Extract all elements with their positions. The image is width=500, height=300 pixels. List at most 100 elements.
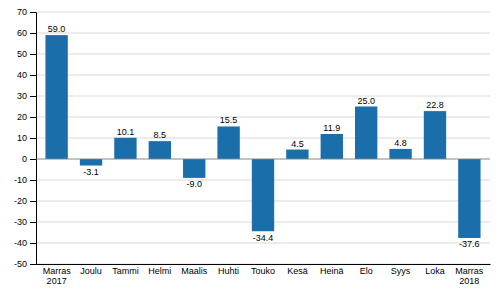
y-tick: 40 xyxy=(17,70,36,80)
data-label: 15.5 xyxy=(220,115,238,125)
y-tick-label: 0 xyxy=(22,154,27,164)
y-tick-label: 60 xyxy=(17,28,27,38)
y-tick-mark xyxy=(30,33,36,34)
grid-line xyxy=(36,33,490,34)
x-tick: Heinä xyxy=(320,264,344,276)
x-tick-label-line: Marras xyxy=(43,266,72,276)
y-tick: 0 xyxy=(22,154,36,164)
bar xyxy=(45,35,67,159)
x-tick-label: Syys xyxy=(391,266,411,276)
bar xyxy=(114,138,136,159)
x-tick-label-line: Maalis xyxy=(181,266,208,276)
bar xyxy=(458,159,480,238)
x-tick-label-line: Touko xyxy=(251,266,275,276)
data-label: 11.9 xyxy=(323,123,340,133)
y-tick: 60 xyxy=(17,28,36,38)
x-tick-label-line: Marras xyxy=(455,266,484,276)
y-tick-label: 20 xyxy=(17,112,27,122)
y-tick-mark xyxy=(30,138,36,139)
x-tick-label: Touko xyxy=(251,266,275,276)
y-tick-mark xyxy=(30,222,36,223)
x-tick-label-line: Elo xyxy=(360,266,373,276)
x-axis-line xyxy=(37,264,491,265)
x-tick-label-line: Joulu xyxy=(80,266,102,276)
y-tick: -50 xyxy=(14,259,36,269)
y-tick-label: -30 xyxy=(14,217,27,227)
x-tick-label-line: Tammi xyxy=(112,266,139,276)
x-tick: Syys xyxy=(391,264,411,276)
y-tick-label: 70 xyxy=(17,7,27,17)
x-tick: Marras2018 xyxy=(455,264,484,286)
y-tick-label: -10 xyxy=(14,175,27,185)
x-tick-label: Elo xyxy=(360,266,373,276)
grid-line xyxy=(36,138,490,139)
x-tick-label-line: Syys xyxy=(391,266,411,276)
x-tick: Tammi xyxy=(112,264,139,276)
bar xyxy=(424,111,446,159)
bar xyxy=(217,126,239,159)
grid-line xyxy=(36,117,490,118)
data-label: -37.6 xyxy=(459,239,480,249)
y-tick: -20 xyxy=(14,196,36,206)
x-tick: Maalis xyxy=(181,264,208,276)
grid-line xyxy=(36,264,490,265)
y-tick: -10 xyxy=(14,175,36,185)
y-tick-mark xyxy=(30,12,36,13)
grid-line xyxy=(36,96,490,97)
y-axis-line xyxy=(30,13,37,265)
y-tick-mark xyxy=(30,201,36,202)
data-label: 4.8 xyxy=(394,138,407,148)
x-tick: Huhti xyxy=(218,264,239,276)
bar xyxy=(183,159,205,178)
x-tick: Helmi xyxy=(148,264,171,276)
x-tick-label: Marras2018 xyxy=(455,266,484,286)
bar xyxy=(286,150,308,159)
data-label: 22.8 xyxy=(426,100,444,110)
y-tick-label: 50 xyxy=(17,49,27,59)
x-tick-label-line: 2017 xyxy=(47,276,67,286)
x-tick: Marras2017 xyxy=(43,264,72,286)
grid-line xyxy=(36,12,490,13)
y-tick-label: 40 xyxy=(17,70,27,80)
y-tick-label: -50 xyxy=(14,259,27,269)
chart: -50-40-30-20-10010203040506070Marras2017… xyxy=(0,0,500,300)
y-tick: 10 xyxy=(17,133,36,143)
x-tick-label-line: Helmi xyxy=(148,266,171,276)
zero-line xyxy=(36,159,490,160)
x-tick-label-line: Kesä xyxy=(287,266,308,276)
y-tick: 70 xyxy=(17,7,36,17)
data-label: -34.4 xyxy=(253,233,274,243)
data-label: -3.1 xyxy=(83,167,99,177)
data-label: 10.1 xyxy=(117,127,135,137)
x-tick-label: Marras2017 xyxy=(43,266,72,286)
bar xyxy=(355,107,377,160)
x-tick-label: Heinä xyxy=(320,266,344,276)
grid-line xyxy=(36,159,490,160)
x-tick: Loka xyxy=(425,264,445,276)
bars xyxy=(45,35,480,238)
y-tick-label: -40 xyxy=(14,238,27,248)
y-tick-mark xyxy=(30,264,36,265)
x-tick-label-line: Loka xyxy=(425,266,445,276)
x-tick-label: Loka xyxy=(425,266,445,276)
y-tick-mark xyxy=(30,159,36,160)
data-label: 25.0 xyxy=(357,96,375,106)
x-tick: Touko xyxy=(251,264,275,276)
x-tick: Elo xyxy=(360,264,373,276)
y-tick-mark xyxy=(30,243,36,244)
y-tick: 20 xyxy=(17,112,36,122)
y-tick: -40 xyxy=(14,238,36,248)
grid-line xyxy=(36,75,490,76)
x-tick: Kesä xyxy=(287,264,308,276)
x-tick-label: Huhti xyxy=(218,266,239,276)
bar xyxy=(252,159,274,231)
data-label: 8.5 xyxy=(154,130,167,140)
grid xyxy=(36,12,490,264)
bar xyxy=(389,149,411,159)
x-tick: Joulu xyxy=(80,264,102,276)
y-tick-mark xyxy=(30,180,36,181)
bar xyxy=(321,134,343,159)
x-tick-label-line: 2018 xyxy=(459,276,479,286)
y-tick-mark xyxy=(30,96,36,97)
y-tick: 50 xyxy=(17,49,36,59)
